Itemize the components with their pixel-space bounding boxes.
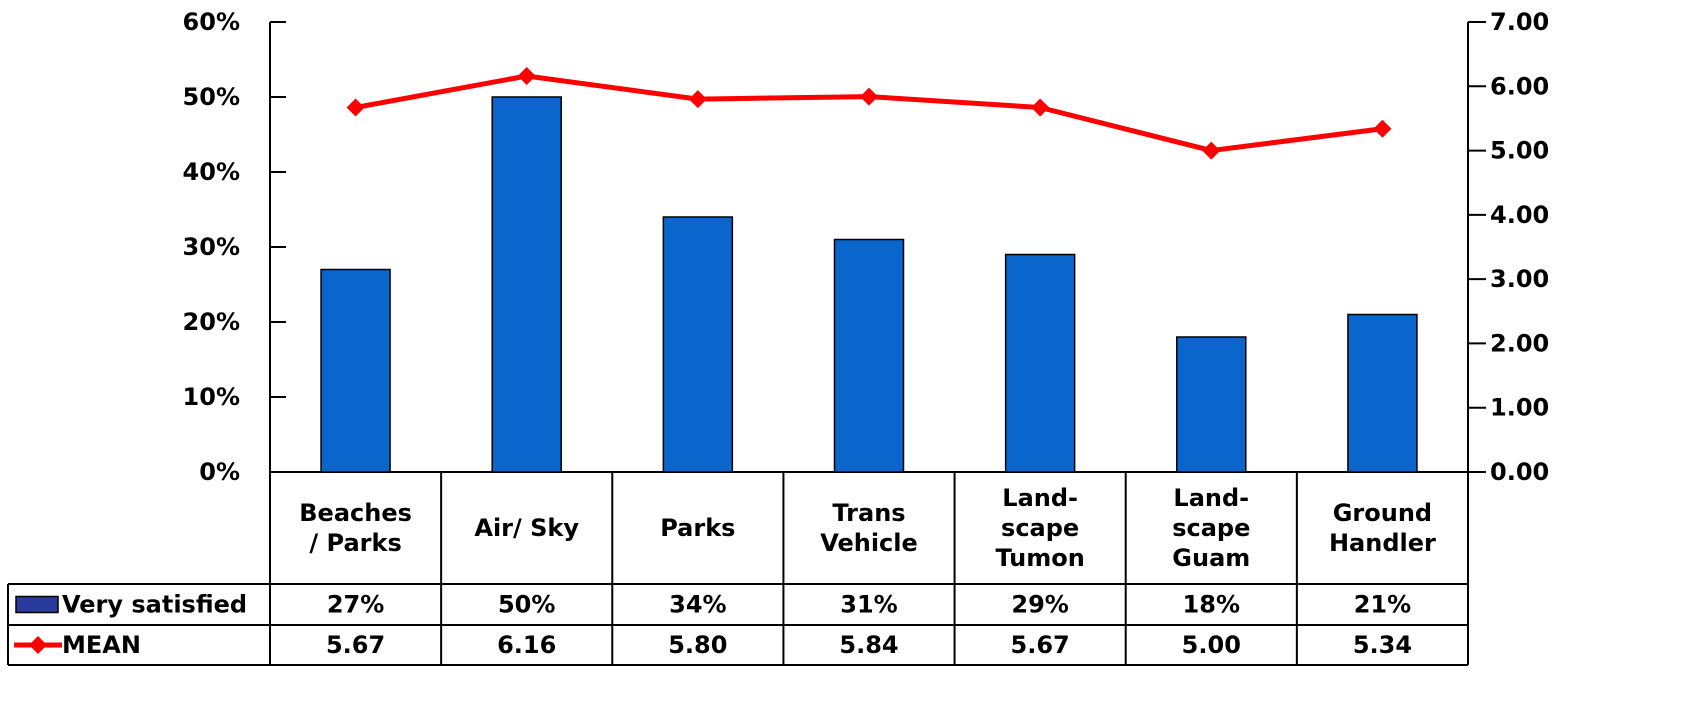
legend-swatch-very-satisfied xyxy=(15,595,59,614)
category-label-1: / Parks xyxy=(309,529,401,557)
bar-5 xyxy=(1004,253,1076,473)
left-axis-tick-label: 60% xyxy=(183,8,240,36)
data-label-very-satisfied: 21% xyxy=(1354,591,1411,619)
bar-6 xyxy=(1176,336,1247,473)
right-axis-tick-label: 6.00 xyxy=(1490,72,1549,100)
data-label-mean: 5.67 xyxy=(326,631,385,659)
data-label-mean: 5.34 xyxy=(1353,631,1412,659)
category-label-7: Ground xyxy=(1333,499,1432,527)
bar-4 xyxy=(833,238,905,473)
category-label-5: Land- xyxy=(1002,484,1078,512)
mean-point-3 xyxy=(688,90,707,109)
category-label-1: Beaches xyxy=(299,499,412,527)
category-label-4: Trans xyxy=(832,499,905,527)
data-label-very-satisfied: 29% xyxy=(1011,591,1068,619)
category-label-3: Parks xyxy=(660,514,735,542)
category-label-5: scape xyxy=(1001,514,1079,542)
data-label-mean: 5.67 xyxy=(1011,631,1070,659)
data-table-grid xyxy=(7,471,1469,666)
mean-point-1 xyxy=(346,98,365,117)
left-axis-tick-label: 0% xyxy=(199,458,240,486)
right-axis-tick-label: 4.00 xyxy=(1490,201,1549,229)
left-axis-tick-label: 30% xyxy=(183,233,240,261)
bar-2 xyxy=(491,96,562,473)
left-axis-tick-label: 10% xyxy=(183,383,240,411)
mean-point-7 xyxy=(1373,119,1392,138)
chart-text: 0% 10% 20% 30% 40% 50% 60% 0.00 1.00 2.00 3.00 4.00… xyxy=(62,8,1549,659)
left-axis-tick-label: 50% xyxy=(183,83,240,111)
left-axis-tick-label: 20% xyxy=(183,308,240,336)
mean-point-4 xyxy=(860,87,878,106)
data-label-very-satisfied: 31% xyxy=(840,591,897,619)
data-label-very-satisfied: 34% xyxy=(669,591,726,619)
mean-point-6 xyxy=(1202,141,1221,160)
right-axis-tick-label: 0.00 xyxy=(1490,458,1549,486)
right-axis-tick-label: 1.00 xyxy=(1490,394,1549,422)
bar-series xyxy=(320,96,1418,473)
mean-line-series xyxy=(346,67,1392,160)
category-label-4: Vehicle xyxy=(820,529,918,557)
bar-3 xyxy=(662,216,734,473)
bar-1 xyxy=(320,268,391,473)
data-label-very-satisfied: 18% xyxy=(1183,591,1240,619)
category-label-5: Tumon xyxy=(995,544,1084,572)
left-axis-tick-label: 40% xyxy=(183,158,240,186)
right-axis-tick-label: 2.00 xyxy=(1490,329,1549,357)
right-axis-tick-label: 3.00 xyxy=(1490,265,1549,293)
category-label-6: Guam xyxy=(1172,544,1250,572)
category-label-6: Land- xyxy=(1173,484,1249,512)
mean-point-5 xyxy=(1031,98,1050,117)
legend-label-mean: MEAN xyxy=(62,631,141,659)
data-label-mean: 6.16 xyxy=(497,631,556,659)
legend-label-very-satisfied: Very satisfied xyxy=(62,591,247,619)
data-label-mean: 5.00 xyxy=(1182,631,1241,659)
category-label-6: scape xyxy=(1172,514,1250,542)
bar-7 xyxy=(1347,313,1418,473)
data-label-very-satisfied: 50% xyxy=(498,591,555,619)
data-label-mean: 5.80 xyxy=(668,631,727,659)
category-label-7: Handler xyxy=(1329,529,1436,557)
axes xyxy=(269,21,1486,473)
data-label-mean: 5.84 xyxy=(839,631,898,659)
right-axis-tick-label: 5.00 xyxy=(1490,137,1549,165)
legend-marker-mean xyxy=(29,636,47,654)
right-axis-tick-label: 7.00 xyxy=(1490,8,1549,36)
mean-point-2 xyxy=(517,67,536,85)
data-label-very-satisfied: 27% xyxy=(327,591,384,619)
category-label-2: Air/ Sky xyxy=(474,514,579,542)
